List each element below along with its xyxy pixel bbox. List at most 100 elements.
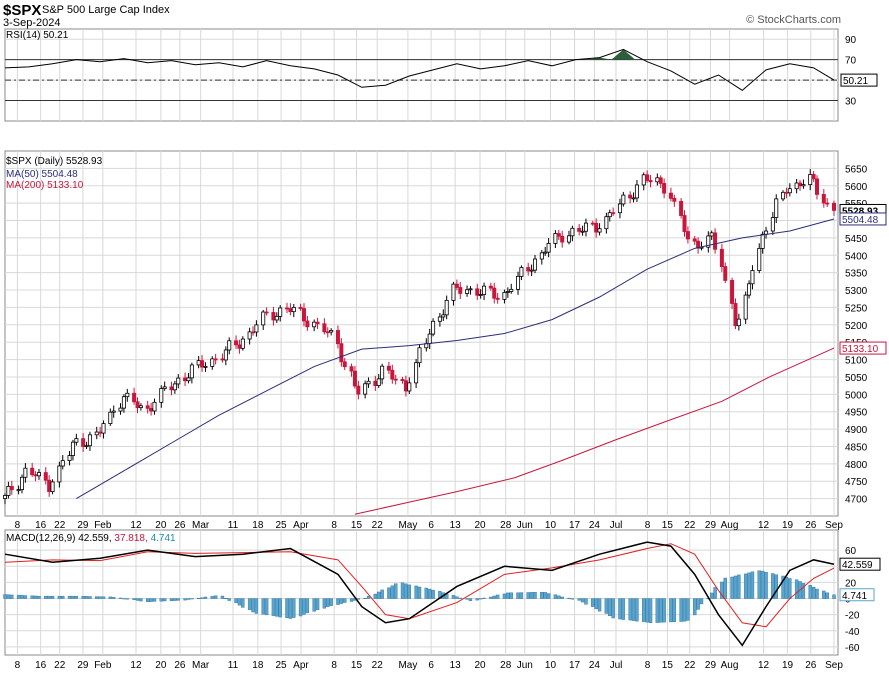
price-candle — [631, 192, 636, 203]
macd-histogram-bar — [67, 595, 72, 599]
macd-histogram-bar — [390, 585, 395, 599]
candle-body — [305, 320, 310, 328]
macd-tick-label: -60 — [845, 643, 860, 654]
price-x-tick-label: 22 — [684, 520, 696, 531]
rsi-legend: RSI(14) 50.21 — [6, 30, 69, 41]
price-x-tick-label: 22 — [54, 520, 66, 531]
candle-body — [16, 489, 21, 492]
price-panel-frame — [4, 150, 839, 517]
macd-histogram-bar — [30, 595, 34, 599]
candle-body — [468, 288, 473, 291]
candle-body — [169, 386, 174, 391]
macd-x-tick-label: 25 — [275, 660, 287, 671]
price-candle — [121, 394, 126, 413]
price-candle — [529, 264, 534, 277]
price-x-tick-label: 12 — [758, 520, 770, 531]
price-candle — [162, 381, 167, 391]
price-candle — [811, 171, 816, 182]
candle-body — [162, 386, 167, 389]
candle-body — [662, 183, 667, 194]
price-candle — [315, 317, 320, 330]
price-candle — [186, 373, 191, 384]
price-candle — [329, 328, 334, 336]
candle-body — [495, 297, 500, 300]
price-candle — [770, 212, 775, 236]
candle-body — [87, 434, 92, 447]
price-x-tick-label: 28 — [500, 520, 512, 531]
macd-x-tick-label: Jul — [610, 660, 623, 671]
macd-histogram-bar — [275, 598, 279, 617]
macd-histogram-bar — [234, 598, 238, 604]
candle-body — [621, 194, 626, 205]
ma50-line — [76, 218, 835, 500]
macd-histogram-bar — [540, 591, 544, 599]
macd-histogram-bar — [642, 598, 646, 622]
price-candle — [176, 374, 181, 389]
price-candle — [74, 433, 79, 446]
candle-body — [798, 182, 803, 187]
candle-body — [101, 423, 106, 434]
ma50-legend: MA(50) 5504.48 — [6, 169, 78, 180]
macd-histogram-bar — [84, 596, 89, 599]
price-x-tick-label: 8 — [331, 520, 337, 531]
price-candle — [679, 198, 684, 219]
price-candle — [747, 280, 752, 299]
candle-body — [770, 217, 775, 232]
candle-body — [648, 180, 653, 183]
macd-histogram-bar — [662, 598, 666, 623]
macd-histogram-bar — [312, 598, 316, 612]
candle-body — [186, 377, 191, 382]
macd-histogram-bar — [394, 583, 398, 599]
price-candle — [685, 226, 690, 244]
macd-histogram-bar — [152, 598, 157, 602]
rsi-tick-label: 30 — [845, 97, 857, 108]
price-last-label: 5528.93 — [842, 206, 879, 217]
price-candle — [210, 356, 215, 370]
candle-body — [414, 362, 419, 384]
macd-histogram-bar — [288, 598, 293, 619]
price-candle — [132, 387, 137, 405]
macd-histogram-bar — [567, 597, 571, 599]
price-tick-label: 4950 — [845, 408, 868, 419]
price-candle — [611, 207, 616, 217]
candle-body — [658, 177, 663, 184]
rsi-tick-label: 70 — [845, 56, 857, 67]
price-tick-label: 5450 — [845, 234, 868, 245]
candle-body — [33, 474, 38, 477]
price-x-tick-label: Apr — [293, 520, 309, 531]
candle-body — [709, 232, 714, 237]
candle-body — [380, 365, 385, 380]
macd-histogram-bar — [162, 598, 167, 602]
macd-histogram-bar — [380, 589, 384, 599]
macd-histogram-bar — [356, 598, 361, 600]
candle-body — [811, 174, 816, 180]
candle-body — [291, 306, 296, 313]
macd-x-tick-label: 8 — [15, 660, 21, 671]
candle-body — [203, 366, 208, 368]
candle-body — [70, 441, 75, 456]
macd-histogram-bar — [23, 595, 28, 599]
candle-body — [668, 192, 673, 199]
price-candle — [87, 431, 92, 451]
macd-histogram-bar — [145, 598, 150, 602]
candle-body — [240, 338, 245, 349]
price-candle — [787, 183, 792, 197]
price-candle — [706, 231, 711, 253]
macd-histogram-bar — [788, 578, 792, 599]
candle-body — [458, 287, 463, 294]
candle-body — [617, 203, 622, 214]
macd-histogram-bar — [237, 598, 242, 606]
macd-histogram-bar — [557, 595, 561, 599]
macd-histogram-bar — [832, 594, 836, 599]
macd-x-tick-label: 8 — [645, 660, 651, 671]
candle-body — [60, 460, 65, 467]
candle-body — [98, 431, 103, 434]
price-x-tick-label: 6 — [428, 520, 434, 531]
candle-body — [539, 252, 544, 260]
hist-value-box — [839, 588, 875, 602]
price-candle — [692, 235, 697, 245]
candle-body — [6, 486, 11, 496]
candle-body — [641, 174, 646, 186]
price-candle — [444, 295, 449, 320]
price-candle — [519, 265, 524, 281]
